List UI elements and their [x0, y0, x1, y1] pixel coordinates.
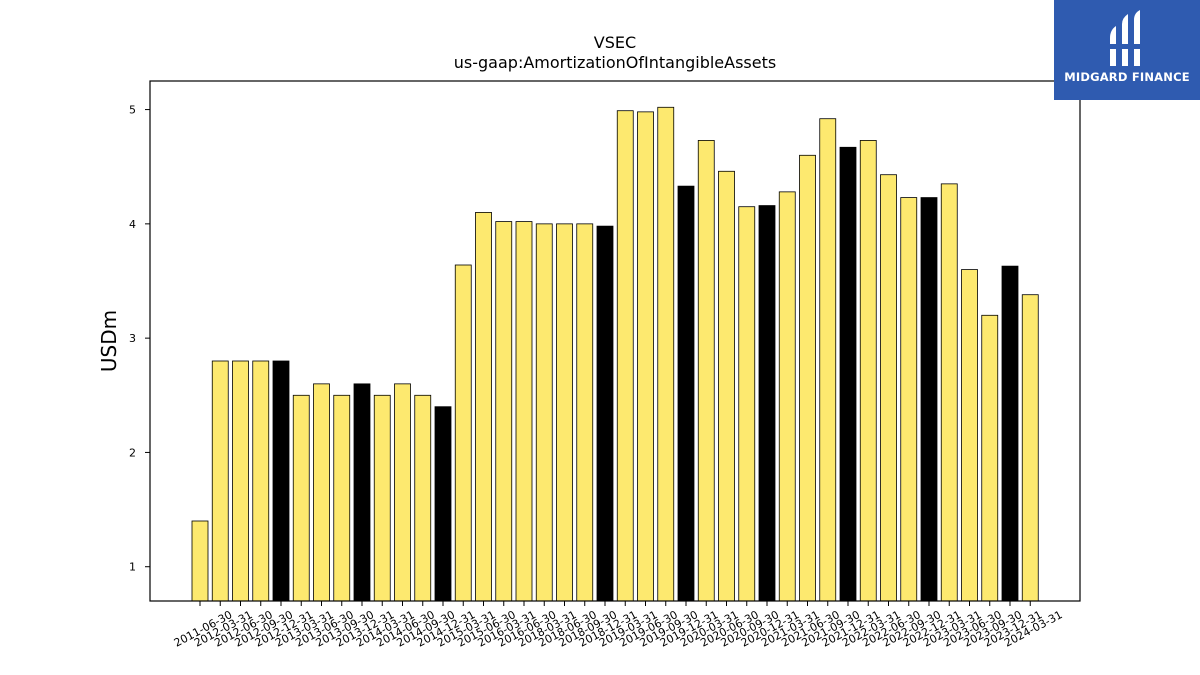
bars-group	[191, 106, 1039, 602]
bar-2015-03-31	[454, 264, 472, 602]
bar-2021-12-31	[839, 146, 857, 602]
y-tick-label: 5	[129, 104, 136, 117]
bar-2019-09-30	[657, 106, 675, 602]
bar-2013-12-31	[353, 383, 371, 602]
bar-2018-03-31	[535, 223, 553, 602]
bar-2013-03-31	[292, 394, 310, 602]
bar-2012-06-30	[232, 360, 249, 602]
bar-2021-06-30	[799, 154, 816, 602]
midgard-logo-icon	[1110, 10, 1140, 66]
bar-2022-09-30	[900, 197, 918, 602]
y-tick-label: 4	[129, 218, 136, 231]
midgard-finance-logo: MIDGARD FINANCE	[1054, 0, 1200, 100]
bar-2013-09-30	[333, 394, 351, 602]
bar-2013-06-30	[313, 383, 330, 602]
bar-2014-06-30	[394, 383, 411, 602]
logo-text: MIDGARD FINANCE	[1064, 70, 1190, 84]
bar-2018-09-30	[576, 223, 594, 602]
bar-2012-03-31	[211, 360, 229, 602]
bar-2021-03-31	[778, 191, 796, 602]
bar-2021-09-30	[819, 118, 837, 602]
bar-2023-03-31	[940, 183, 958, 602]
y-tick-label: 3	[129, 332, 136, 345]
bar-2011-06-30	[191, 520, 209, 602]
chart-subtitle: us-gaap:AmortizationOfIntangibleAssets	[454, 53, 776, 72]
bar-2014-03-31	[373, 394, 391, 602]
bar-2020-06-30	[718, 170, 735, 602]
bar-2023-09-30	[981, 314, 999, 602]
bar-2015-06-30	[475, 212, 492, 602]
y-tick-label: 2	[129, 446, 136, 459]
bar-2024-03-31	[1021, 294, 1039, 602]
y-tick-label: 1	[129, 561, 136, 574]
bar-2016-03-31	[495, 221, 513, 602]
bar-2019-12-31	[677, 185, 695, 602]
bar-2022-03-31	[859, 140, 877, 602]
bar-2019-03-31	[616, 110, 634, 602]
bar-2012-12-31	[272, 360, 290, 602]
bar-2019-06-30	[637, 111, 654, 602]
bar-2016-06-30	[515, 221, 533, 602]
bar-2023-12-31	[1001, 265, 1019, 602]
plot-frame	[149, 80, 1081, 602]
bar-2020-03-31	[697, 140, 715, 602]
bar-2018-12-31	[596, 225, 614, 602]
bar-2022-12-31	[920, 197, 938, 602]
bar-2023-06-30	[961, 269, 978, 602]
bar-2018-06-30	[556, 223, 573, 602]
bar-2020-09-30	[738, 206, 756, 602]
y-axis: 1 2 3 4 5	[129, 104, 150, 574]
chart-title: VSEC	[594, 33, 636, 52]
bar-2014-12-31	[434, 406, 452, 602]
bar-2014-09-30	[414, 394, 432, 602]
bar-2012-09-30	[252, 360, 270, 602]
y-axis-label: USDm	[97, 310, 121, 372]
bar-2020-12-31	[758, 205, 776, 602]
x-axis: 2011-06-302012-03-312012-06-302012-09-30…	[172, 601, 1065, 650]
bar-2022-06-30	[880, 174, 897, 602]
